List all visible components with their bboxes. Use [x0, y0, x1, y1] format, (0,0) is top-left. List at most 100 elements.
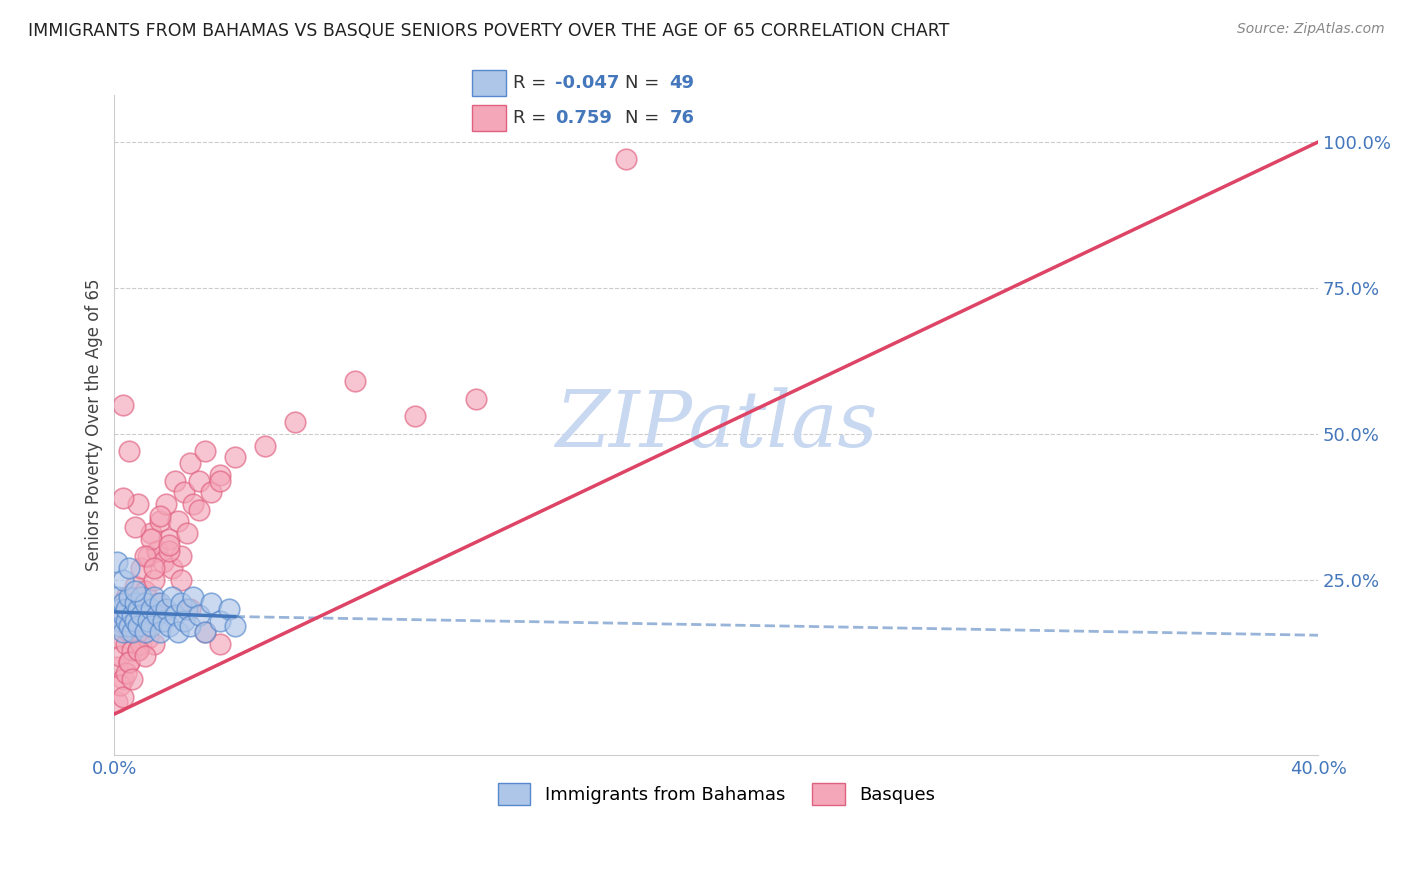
- Text: -0.047: -0.047: [555, 74, 620, 92]
- Point: [112, 625, 135, 640]
- Point: [157, 532, 180, 546]
- Point: [107, 660, 129, 674]
- Point: [127, 497, 149, 511]
- Point: [127, 602, 149, 616]
- Point: [134, 625, 156, 640]
- Point: [131, 561, 153, 575]
- Text: R =: R =: [513, 74, 553, 92]
- Point: [145, 607, 167, 622]
- Point: [344, 374, 367, 388]
- Point: [148, 508, 170, 523]
- Point: [148, 515, 170, 529]
- Point: [139, 619, 162, 633]
- Point: [124, 579, 146, 593]
- Point: [112, 596, 135, 610]
- Point: [110, 619, 132, 633]
- Point: [134, 584, 156, 599]
- Point: [118, 655, 141, 669]
- Point: [118, 444, 141, 458]
- Point: [145, 596, 167, 610]
- Point: [157, 619, 180, 633]
- Point: [139, 526, 162, 541]
- Point: [208, 637, 231, 651]
- Point: [155, 602, 177, 616]
- Text: N =: N =: [626, 74, 665, 92]
- Text: N =: N =: [626, 109, 665, 127]
- Point: [142, 591, 165, 605]
- Point: [179, 619, 201, 633]
- Point: [136, 631, 159, 645]
- Point: [107, 591, 129, 605]
- Point: [118, 619, 141, 633]
- Point: [142, 573, 165, 587]
- Point: [118, 591, 141, 605]
- Point: [155, 497, 177, 511]
- Point: [139, 607, 162, 622]
- Point: [112, 491, 135, 505]
- Point: [169, 549, 191, 564]
- Point: [107, 555, 129, 569]
- Point: [115, 591, 138, 605]
- Point: [179, 602, 201, 616]
- Text: ZIPatlas: ZIPatlas: [555, 387, 877, 463]
- Point: [121, 625, 143, 640]
- Point: [115, 602, 138, 616]
- Point: [131, 607, 153, 622]
- Point: [112, 690, 135, 704]
- Point: [112, 607, 135, 622]
- Text: 0.759: 0.759: [555, 109, 612, 127]
- Point: [404, 409, 426, 424]
- Text: IMMIGRANTS FROM BAHAMAS VS BASQUE SENIORS POVERTY OVER THE AGE OF 65 CORRELATION: IMMIGRANTS FROM BAHAMAS VS BASQUE SENIOR…: [28, 22, 949, 40]
- Point: [253, 438, 276, 452]
- Point: [142, 561, 165, 575]
- Point: [124, 520, 146, 534]
- Point: [176, 602, 198, 616]
- Point: [115, 614, 138, 628]
- Point: [118, 625, 141, 640]
- Point: [224, 619, 246, 633]
- Point: [134, 549, 156, 564]
- Point: [208, 474, 231, 488]
- Point: [173, 614, 195, 628]
- Point: [124, 596, 146, 610]
- Point: [208, 467, 231, 482]
- Point: [208, 614, 231, 628]
- Point: [194, 444, 217, 458]
- Y-axis label: Seniors Poverty Over the Age of 65: Seniors Poverty Over the Age of 65: [86, 279, 103, 572]
- Legend: Immigrants from Bahamas, Basques: Immigrants from Bahamas, Basques: [491, 775, 942, 812]
- Point: [464, 392, 486, 406]
- Point: [157, 538, 180, 552]
- Text: R =: R =: [513, 109, 553, 127]
- Point: [166, 625, 188, 640]
- Point: [187, 474, 209, 488]
- Point: [131, 637, 153, 651]
- Point: [187, 502, 209, 516]
- Point: [163, 607, 186, 622]
- Point: [194, 625, 217, 640]
- Point: [115, 666, 138, 681]
- Point: [176, 526, 198, 541]
- Point: [169, 573, 191, 587]
- Point: [110, 614, 132, 628]
- Point: [218, 602, 240, 616]
- Point: [110, 648, 132, 663]
- Point: [124, 584, 146, 599]
- Point: [112, 398, 135, 412]
- Point: [127, 619, 149, 633]
- Point: [145, 543, 167, 558]
- Point: [110, 678, 132, 692]
- Point: [284, 415, 307, 429]
- Point: [136, 549, 159, 564]
- Point: [139, 602, 162, 616]
- Point: [121, 643, 143, 657]
- Point: [134, 614, 156, 628]
- Point: [121, 607, 143, 622]
- Point: [163, 474, 186, 488]
- Point: [124, 625, 146, 640]
- FancyBboxPatch shape: [472, 105, 506, 130]
- Point: [118, 561, 141, 575]
- Point: [142, 637, 165, 651]
- Point: [187, 607, 209, 622]
- Point: [115, 637, 138, 651]
- Point: [148, 625, 170, 640]
